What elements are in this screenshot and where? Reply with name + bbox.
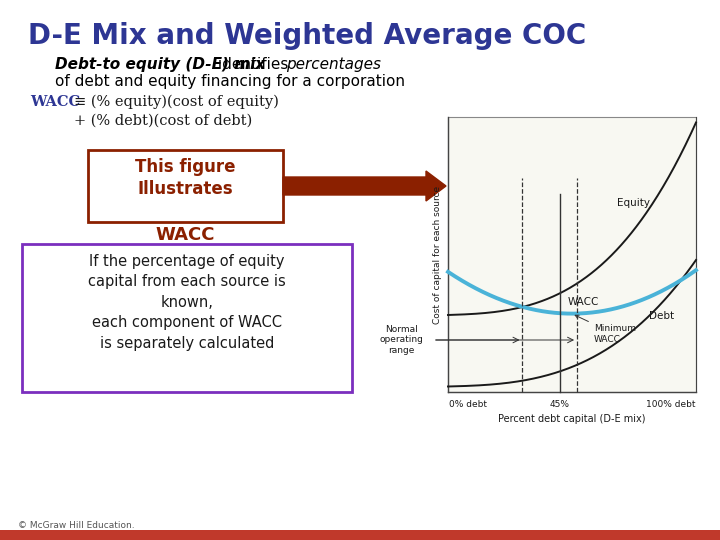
Text: Debt-to equity (D-E) mix: Debt-to equity (D-E) mix: [55, 57, 265, 72]
Text: Minimum
WACC: Minimum WACC: [575, 315, 636, 343]
Text: + (% debt)(cost of debt): + (% debt)(cost of debt): [74, 114, 252, 128]
Bar: [0, 530, 720, 540]
Bar: [88, 150, 283, 222]
Text: Cost of capital for each source: Cost of capital for each source: [433, 185, 443, 323]
Text: If the percentage of equity
capital from each source is
known,
each component of: If the percentage of equity capital from…: [88, 254, 286, 350]
Text: percentages: percentages: [286, 57, 381, 72]
FancyArrow shape: [283, 171, 446, 201]
Text: Percent debt capital (D-E mix): Percent debt capital (D-E mix): [498, 414, 646, 424]
Text: © McGraw Hill Education.: © McGraw Hill Education.: [18, 521, 135, 530]
Text: WACC: WACC: [156, 226, 215, 244]
Text: Normal
operating
range: Normal operating range: [379, 325, 423, 355]
Text: 0% debt: 0% debt: [449, 400, 487, 409]
Text: D-E Mix and Weighted Average COC: D-E Mix and Weighted Average COC: [28, 22, 586, 50]
Text: identifies: identifies: [213, 57, 293, 72]
Text: This figure
Illustrates: This figure Illustrates: [135, 158, 235, 198]
Bar: [448, 117, 696, 392]
Bar: [22, 244, 352, 392]
Text: WACC: WACC: [30, 95, 80, 109]
Text: ≡ (% equity)(cost of equity): ≡ (% equity)(cost of equity): [74, 95, 279, 110]
Text: Debt: Debt: [649, 311, 674, 321]
Text: WACC: WACC: [568, 297, 599, 307]
Text: 100% debt: 100% debt: [647, 400, 696, 409]
Text: Equity: Equity: [617, 198, 650, 208]
Text: 45%: 45%: [549, 400, 570, 409]
Text: of debt and equity financing for a corporation: of debt and equity financing for a corpo…: [55, 74, 405, 89]
